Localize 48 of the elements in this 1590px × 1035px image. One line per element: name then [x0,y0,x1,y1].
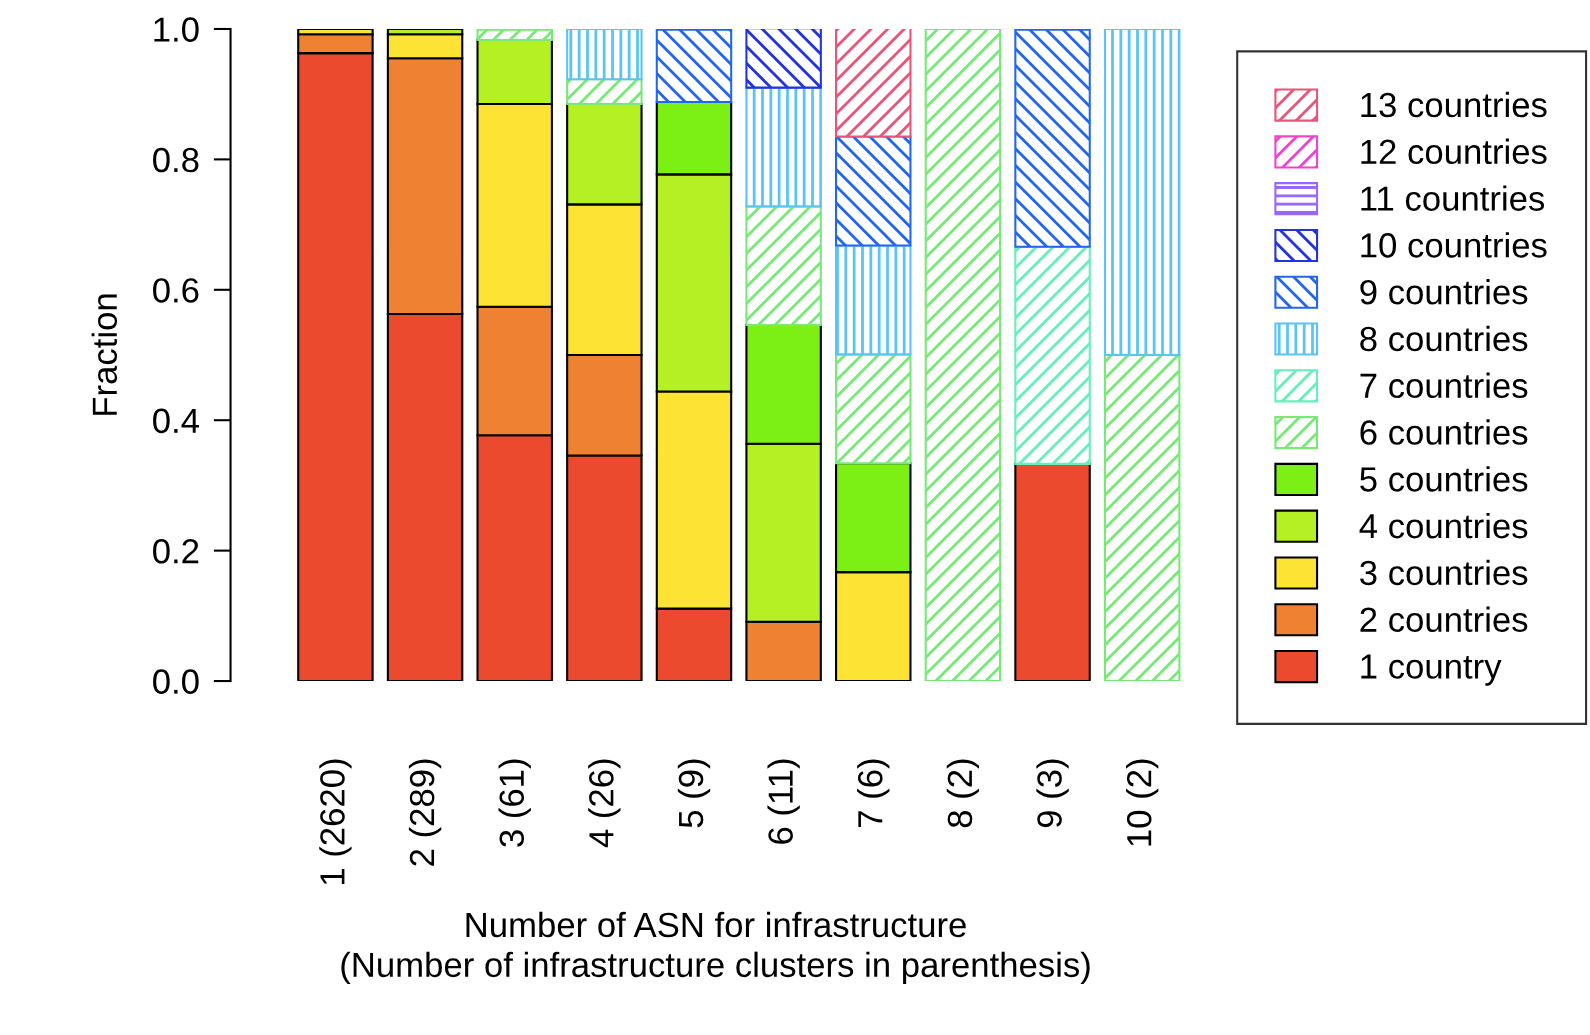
bar [835,244,912,356]
bar [655,28,733,104]
x-tick-label: 4 (26) [588,759,621,848]
legend-label: 4 countries [1359,512,1528,539]
bar [566,28,643,81]
bar [1014,462,1091,682]
bar [566,78,643,106]
legend-label: 8 countries [1360,325,1528,352]
bar [745,205,822,327]
x-tick-label: 10 (2) [1126,759,1159,846]
bar [835,353,912,465]
bar [924,28,1002,682]
x-tick-label: 2 (289) [408,759,442,866]
x-tick-label: 7 (6) [857,759,890,828]
bar [1103,353,1181,682]
legend-label: 11 countries [1361,185,1545,211]
bar [1014,28,1091,248]
x-tick-label: 3 (61) [498,759,531,847]
bar [835,135,912,247]
bar [745,86,822,208]
legend-label: 13 countries [1361,91,1547,118]
bar [476,28,553,42]
legend-label: 1 country [1361,654,1502,686]
x-tick-label: 8 (2) [946,759,980,828]
x-tick-label: 9 (3) [1036,759,1069,828]
y-tick-label: 1.0 [154,17,199,42]
bar [1103,28,1181,357]
legend-label: 6 countries [1360,419,1528,445]
legend-label: 10 countries [1361,232,1547,258]
legend-label: 3 countries [1360,559,1528,586]
bar [745,28,822,89]
bar [1014,245,1091,465]
y-axis-title: Fraction [91,294,118,415]
y-tick-label: 0.2 [153,538,199,564]
legend-label: 9 countries [1360,278,1528,305]
y-tick-label: 0.6 [153,278,199,303]
bar [835,28,912,138]
y-tick-label: 0.4 [153,408,199,434]
legend-label: 5 countries [1360,466,1528,492]
y-tick-label: 0.8 [153,147,199,173]
x-tick-label: 5 (9) [677,759,711,828]
legend-label: 7 countries [1360,372,1528,399]
x-axis-title: Number of ASN for infrastructure (Number of infrastructure clusters in parenthesis) [341,911,1090,985]
legend-label: 2 countries [1360,606,1528,632]
x-tick-label: 1 (2620) [319,759,352,885]
legend-label: 12 countries [1361,138,1547,165]
y-tick-label: 0.0 [153,669,199,694]
x-tick-label: 6 (11) [767,759,800,844]
